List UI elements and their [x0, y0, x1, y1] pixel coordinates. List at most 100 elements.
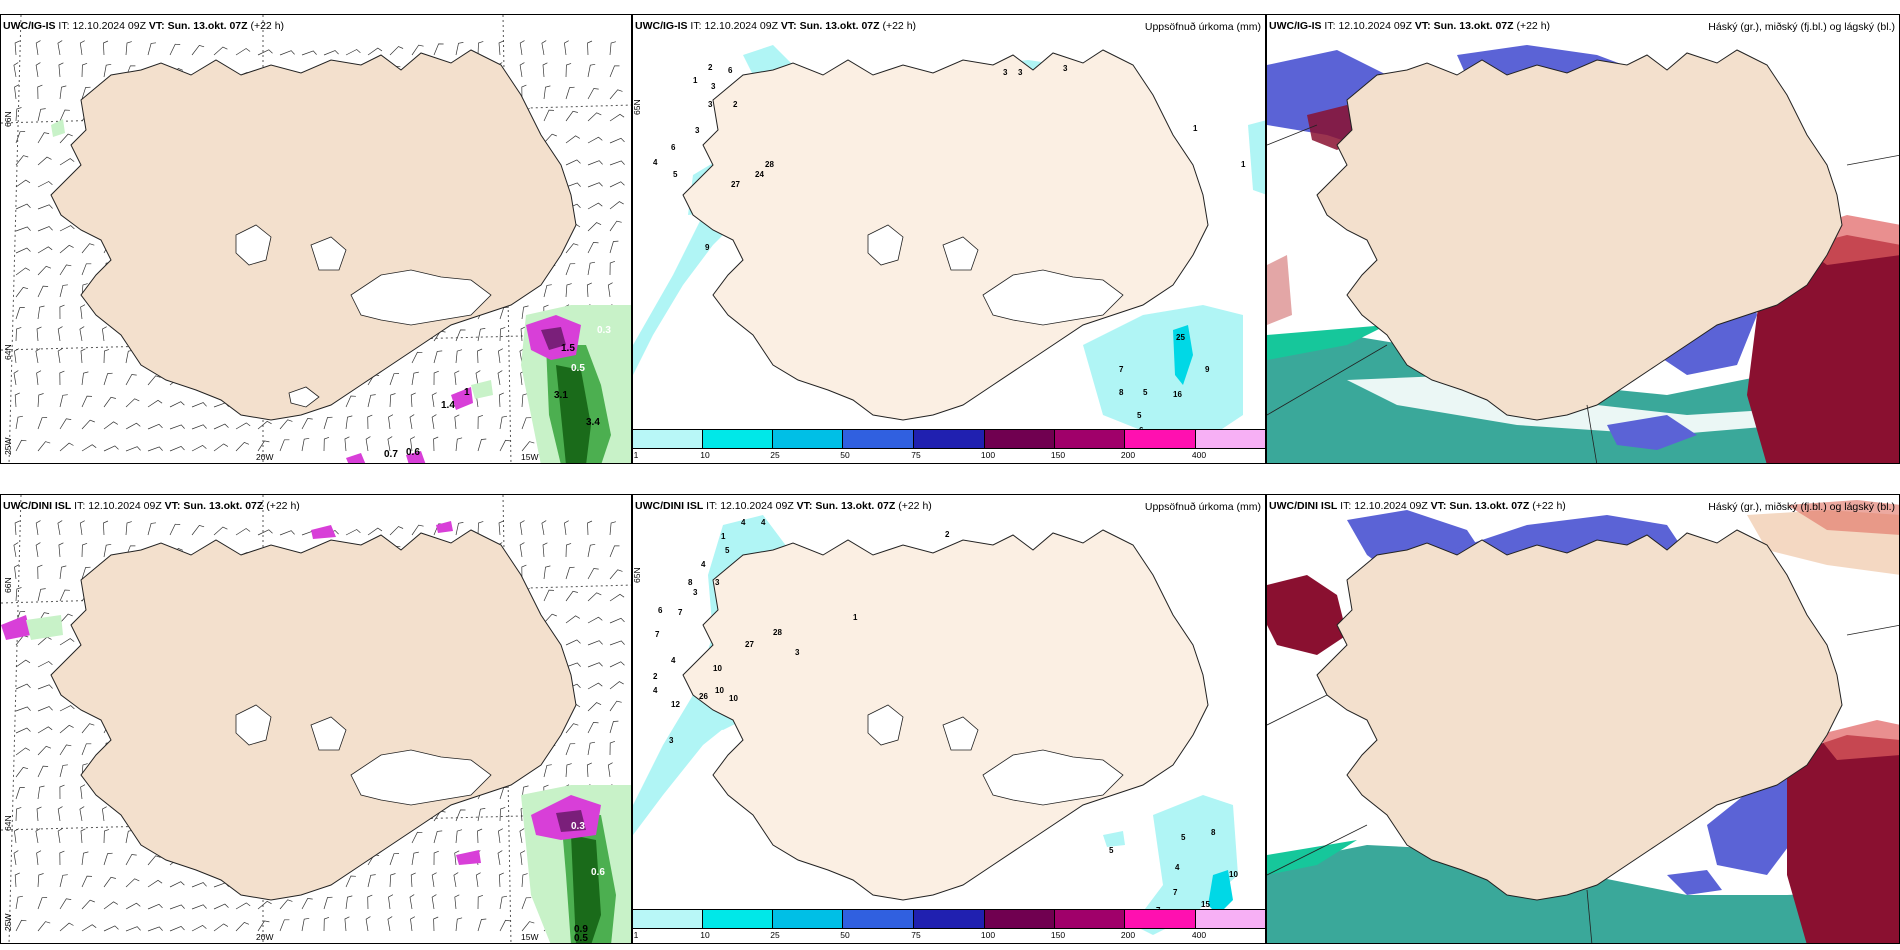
legend-swatch [1125, 910, 1196, 928]
domain-lines [1267, 124, 1899, 463]
precip-value: 3 [1063, 64, 1068, 73]
wind-barb [59, 225, 75, 232]
wind-barb [36, 370, 42, 386]
wind-panel-top: 0.3 1.5 0.5 3.1 3.4 1.4 1 0.7 0.6 UWC/IG… [0, 14, 632, 464]
wind-barb [257, 49, 273, 56]
wind-barb [57, 828, 63, 844]
legend-tick: 10 [700, 930, 710, 940]
precip-value: 3 [669, 736, 674, 745]
precip-value: 8 [1119, 388, 1124, 397]
glacier [942, 236, 979, 271]
legend-tick: 400 [1191, 450, 1207, 460]
wind-barb [103, 396, 116, 408]
precip-value: 5 [1181, 833, 1186, 842]
wind-barb [279, 899, 293, 910]
wind-barb [565, 543, 572, 558]
wind-barb [411, 351, 423, 364]
wind-barb [454, 850, 460, 866]
wind-barb [79, 326, 85, 342]
wind-barb [454, 894, 460, 910]
wind-barb [15, 247, 31, 254]
wind-barb [609, 89, 623, 100]
precip-value: 5 [673, 170, 678, 179]
glacier-vatnajokull [350, 269, 492, 326]
wind-barb [59, 764, 68, 778]
wind-barb [565, 159, 581, 166]
precip-value: 1 [853, 613, 858, 622]
wind-barb [498, 392, 504, 408]
wind-barb [409, 414, 415, 430]
legend-swatch [773, 430, 843, 448]
precip-value: 3 [693, 588, 698, 597]
wind-barb [367, 894, 373, 910]
wind-barb [389, 46, 404, 56]
wind-barb [521, 417, 532, 430]
lat-label: 25W [3, 437, 13, 455]
vt-label: VT: [796, 500, 813, 512]
wind-barb [455, 522, 464, 536]
wind-barb [37, 246, 53, 254]
wind-barb [609, 720, 619, 734]
wind-barb [542, 62, 548, 78]
wind-barb [498, 40, 504, 56]
wind-barb [411, 831, 423, 844]
wind-barb [367, 874, 376, 888]
wind-barb [587, 160, 603, 166]
lead-time: (+22 h) [898, 500, 932, 512]
wind-barb [477, 521, 484, 536]
wind-barb [521, 305, 529, 320]
wind-barb [389, 526, 404, 536]
wind-barb [455, 349, 463, 364]
wind-barb [15, 706, 31, 712]
precip-panel-top: 2 6 3 1 3 2 3 4 6 5 24 27 28 9 3 3 3 1 1… [632, 14, 1266, 464]
domain-lines [1267, 624, 1899, 943]
wind-barb [36, 806, 42, 822]
model-name: UWC/IG-IS [635, 20, 688, 32]
wind-barb [59, 744, 72, 756]
wind-barb [323, 896, 333, 910]
valid-time: Sun. 13.okt. 07Z [815, 500, 896, 512]
legend-tick: 50 [840, 450, 850, 460]
it-label: IT: [1340, 500, 1352, 512]
wind-barb [587, 640, 603, 646]
wind-barb [587, 136, 603, 144]
precip-value: 28 [765, 160, 774, 169]
panel-header: UWC/DINI ISL IT: 12.10.2024 09Z VT: Sun.… [3, 500, 300, 512]
wind-barb [191, 444, 207, 452]
precip-value: 4 [701, 560, 706, 569]
wind-barb [609, 593, 625, 602]
wind-barb [103, 372, 113, 386]
wind-barb [497, 850, 503, 866]
wind-barb [609, 65, 620, 78]
wind-value: 1 [464, 387, 470, 398]
panel-header: UWC/DINI ISL IT: 12.10.2024 09Z VT: Sun.… [1269, 500, 1566, 512]
wind-barb [301, 50, 317, 56]
precip-value: 1 [1241, 160, 1246, 169]
wind-barb [499, 807, 506, 822]
wind-value: 0.3 [597, 325, 611, 336]
wind-barb [15, 787, 25, 800]
wind-barb [257, 440, 270, 452]
wind-barb [587, 722, 599, 734]
iceland-outline [1316, 49, 1843, 421]
legend-swatch [1055, 430, 1125, 448]
wind-barb [587, 568, 599, 580]
precip-value: 1 [721, 532, 726, 541]
glacier [942, 716, 979, 751]
wind-barb [37, 745, 52, 756]
legend-swatch [633, 910, 703, 928]
wind-barb [365, 916, 371, 932]
wind-barb [564, 520, 569, 536]
legend-swatch [1055, 910, 1125, 928]
vt-label: VT: [148, 20, 165, 32]
wind-barb [609, 220, 622, 232]
wind-barb [37, 305, 45, 320]
wind-barb [59, 724, 74, 734]
wind-barb [59, 922, 74, 932]
wind-barb [609, 569, 623, 580]
wind-barb [213, 526, 228, 536]
wind-barb [235, 422, 251, 430]
wind-barb [565, 86, 575, 100]
lat-label: 64N [3, 344, 13, 360]
wind-barb [609, 160, 625, 166]
